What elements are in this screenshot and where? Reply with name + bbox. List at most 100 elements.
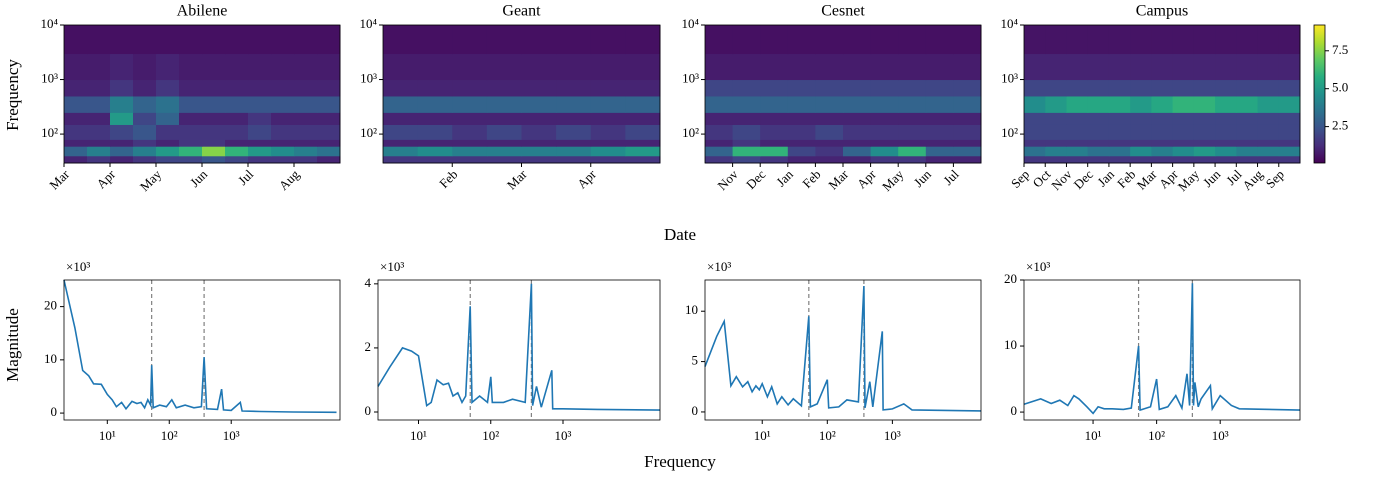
heatmap-cell — [870, 112, 899, 125]
heatmap-cell — [271, 53, 295, 81]
x-tick-label: 10² — [1148, 428, 1165, 443]
y-tick-label: 20 — [44, 298, 57, 313]
heatmap-cell — [87, 139, 111, 147]
heatmap-cell — [1278, 139, 1301, 147]
heatmap-cell — [248, 155, 272, 164]
heatmap-cell — [294, 79, 318, 97]
heatmap-cell — [1108, 112, 1131, 125]
heatmap-cell — [1066, 25, 1089, 55]
heatmap-cell — [452, 112, 488, 125]
heatmap-cell — [133, 155, 157, 164]
heatmap-cell — [294, 95, 318, 113]
heatmap-cell — [590, 95, 626, 113]
heatmap-cell — [1130, 25, 1152, 55]
heatmap-cell — [590, 112, 626, 125]
heatmap-cell — [925, 146, 954, 157]
heatmap-cell — [1066, 124, 1089, 140]
heatmap-cell — [271, 139, 295, 147]
heatmap-cell — [1108, 79, 1131, 97]
x-tick-label: Jan — [773, 166, 796, 189]
heatmap-cell — [64, 79, 88, 97]
heatmap-cell — [521, 112, 557, 125]
heatmap-cell — [1045, 124, 1067, 140]
heatmap-cell — [1045, 25, 1067, 55]
x-tick-label: Mar — [46, 166, 72, 192]
y-tick-label: 10 — [685, 302, 698, 317]
heatmap-cell — [705, 112, 734, 125]
y-tick-label: 0 — [51, 404, 58, 419]
heatmap-cell — [1151, 146, 1174, 157]
x-tick-label: 10³ — [223, 428, 240, 443]
line-series — [704, 285, 982, 412]
heatmap-cell — [1215, 139, 1237, 147]
heatmap-cell — [1215, 79, 1237, 97]
heatmap-cell — [486, 95, 522, 113]
heatmap-cell — [732, 139, 761, 147]
heatmap-cell — [898, 79, 927, 97]
heatmap-cell — [521, 155, 557, 164]
heatmap-cell — [156, 53, 180, 81]
heatmap-cell — [271, 79, 295, 97]
heatmap-cell — [1087, 79, 1110, 97]
heatmap-cell — [590, 79, 626, 97]
heatmap-cell — [1257, 155, 1280, 164]
heatmap-cell — [732, 95, 761, 113]
heatmap-cell — [521, 124, 557, 140]
heatmap-cell — [590, 139, 626, 147]
heatmap-cell — [110, 79, 134, 97]
heatmap-cell — [179, 112, 203, 125]
heatmap-cell — [760, 79, 789, 97]
heatmap-cell — [1215, 146, 1237, 157]
heatmap-cell — [248, 124, 272, 140]
heatmap-cell — [225, 112, 249, 125]
heatmap-cell — [179, 53, 203, 81]
heatmap-cell — [1193, 139, 1216, 147]
y-tick-label: 20 — [1004, 271, 1017, 286]
heatmap-cell — [760, 139, 789, 147]
chart-title: Abilene — [177, 3, 228, 20]
heatmap-cell — [953, 124, 982, 140]
heatmap-cell — [1172, 139, 1195, 147]
heatmap-cell — [1087, 53, 1110, 81]
heatmap-cell — [898, 25, 927, 55]
heatmap-cell — [556, 112, 592, 125]
heatmap-cell — [705, 95, 734, 113]
heatmap-cell — [486, 139, 522, 147]
heatmap-cell — [625, 53, 661, 81]
heatmap-cell — [133, 25, 157, 55]
heatmap-cell — [870, 139, 899, 147]
heatmap-cell — [294, 146, 318, 157]
heatmap-cell — [271, 124, 295, 140]
heatmap-cell — [64, 53, 88, 81]
heatmap-cell — [843, 53, 872, 81]
heatmap-cell — [898, 146, 927, 157]
heatmap-cell — [202, 25, 226, 55]
heatmap-cell — [1130, 155, 1152, 164]
heatmap-cell — [248, 95, 272, 113]
x-tick-label: Feb — [799, 167, 823, 191]
heatmap-cell — [317, 53, 341, 81]
heatmap-cell — [317, 112, 341, 125]
heatmap-cell — [133, 112, 157, 125]
heatmap-cell — [953, 25, 982, 55]
line-series — [377, 283, 661, 411]
heatmap-cell — [1087, 155, 1110, 164]
heatmap-cell — [64, 139, 88, 147]
heatmap-cell — [1024, 25, 1046, 55]
heatmap-cell — [179, 79, 203, 97]
heatmap-cell — [705, 146, 734, 157]
heatmap-cell — [843, 155, 872, 164]
heatmap-cell — [590, 124, 626, 140]
heatmap-cell — [705, 25, 734, 55]
heatmap-cell — [870, 155, 899, 164]
heatmap-cell — [179, 155, 203, 164]
heatmap-cell — [1236, 53, 1259, 81]
heatmap-cell — [705, 139, 734, 147]
heatmap-cell — [1278, 79, 1301, 97]
heatmap-cell — [953, 155, 982, 164]
chart-title: Cesnet — [821, 3, 865, 20]
heatmap-cell — [486, 79, 522, 97]
y-tick-label: 0 — [692, 403, 699, 418]
heatmap-cell — [202, 95, 226, 113]
heatmap-cell — [383, 112, 419, 125]
